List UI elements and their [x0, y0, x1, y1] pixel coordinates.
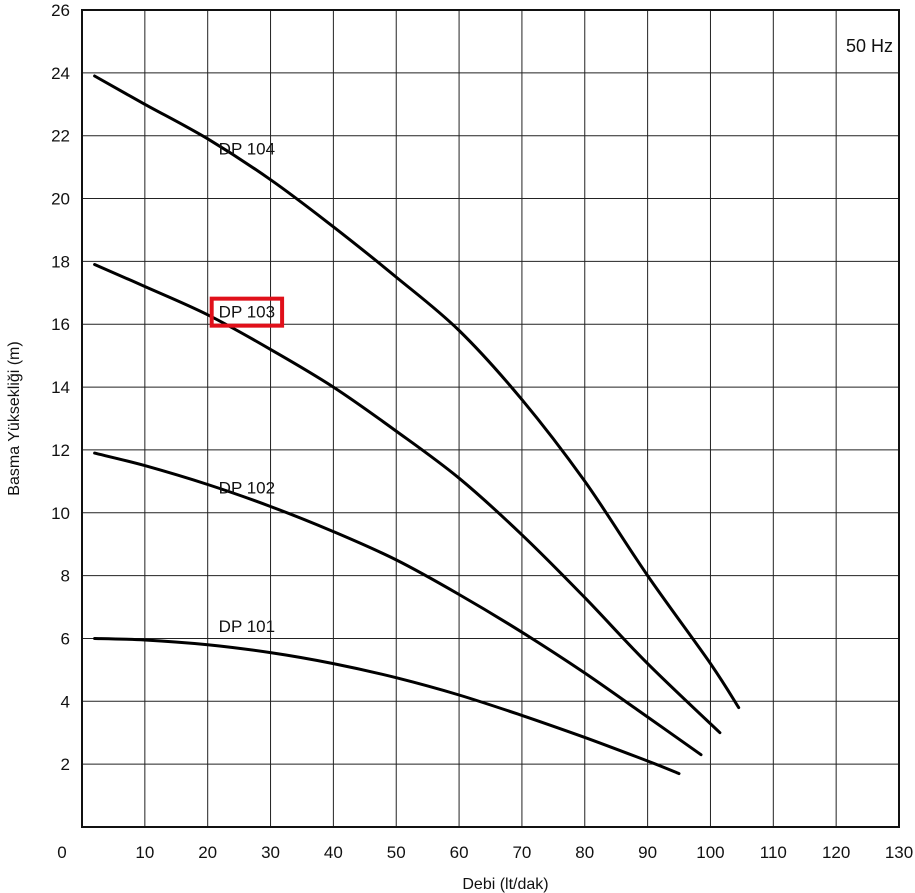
y-tick-label: 10 — [51, 504, 70, 523]
plot-frame — [81, 9, 900, 828]
series-label-dp-103: DP 103 — [219, 303, 275, 322]
y-tick-label: 20 — [51, 190, 70, 209]
y-tick-label: 14 — [51, 378, 70, 397]
curve-dp-104 — [93, 74, 741, 710]
y-tick-label: 24 — [51, 64, 70, 83]
highlight-box — [209, 296, 285, 328]
x-tick-label: 130 — [885, 843, 913, 862]
x-tick-label: 120 — [822, 843, 850, 862]
frequency-label: 50 Hz — [846, 36, 893, 56]
curve-dp-101 — [93, 637, 681, 776]
series-labels: DP 104 DP 103 DP 102 DP 101 — [219, 139, 275, 636]
curve-dp-103 — [93, 263, 722, 735]
series-label-dp-104: DP 104 — [219, 139, 275, 158]
y-tick-label: 4 — [61, 692, 70, 711]
y-axis-label: Basma Yüksekliği (m) — [6, 341, 23, 495]
x-tick-label: 80 — [575, 843, 594, 862]
x-axis-label: Debi (lt/dak) — [462, 876, 548, 893]
x-axis-ticks: 0 10 20 30 40 50 60 70 80 90 100 110 120 130 — [57, 843, 913, 862]
series-label-dp-101: DP 101 — [219, 617, 275, 636]
x-tick-label: 10 — [135, 843, 154, 862]
y-tick-label: 12 — [51, 441, 70, 460]
x-tick-label: 60 — [450, 843, 469, 862]
y-tick-label: 6 — [61, 629, 70, 648]
curve-dp-102 — [93, 451, 703, 757]
y-tick-label: 2 — [61, 755, 70, 774]
x-tick-label: 40 — [324, 843, 343, 862]
y-tick-label: 16 — [51, 315, 70, 334]
x-tick-label: 90 — [638, 843, 657, 862]
series-label-dp-102: DP 102 — [219, 479, 275, 498]
x-tick-label: 110 — [760, 843, 787, 862]
y-tick-label: 22 — [51, 127, 70, 146]
x-tick-label: 100 — [696, 843, 724, 862]
x-tick-label: 20 — [198, 843, 217, 862]
x-tick-label: 50 — [387, 843, 406, 862]
y-tick-label: 8 — [61, 567, 70, 586]
y-tick-label: 18 — [51, 252, 70, 271]
x-tick-label: 70 — [512, 843, 531, 862]
y-tick-label: 26 — [51, 1, 70, 20]
x-tick-label: 0 — [57, 843, 66, 862]
series-curves — [93, 74, 741, 776]
chart-grid — [82, 10, 899, 827]
x-tick-label: 30 — [261, 843, 280, 862]
